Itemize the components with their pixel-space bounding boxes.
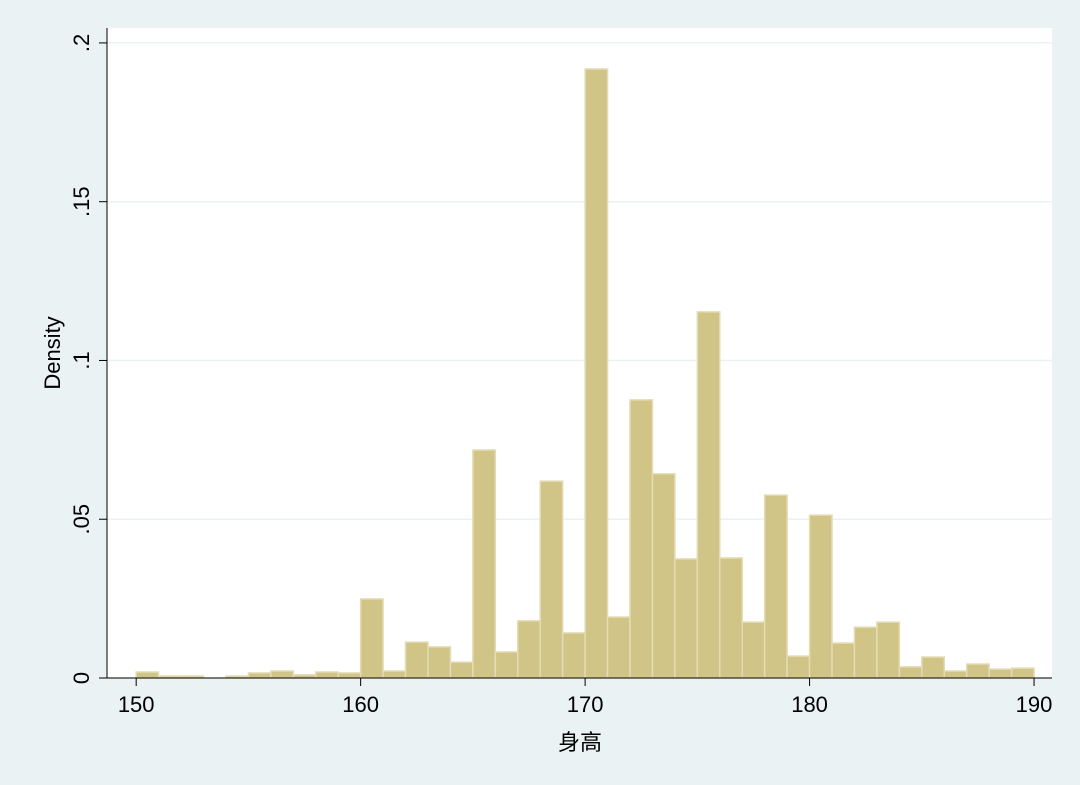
bar: [1010, 667, 1035, 679]
bar: [494, 651, 519, 679]
bar: [472, 449, 497, 679]
y-axis-title: Density: [40, 316, 65, 389]
bar: [965, 663, 990, 679]
bar: [517, 620, 541, 679]
bar: [135, 671, 160, 679]
bar: [337, 672, 362, 679]
y-tick-label: .05: [69, 504, 94, 535]
x-tick-label: 160: [342, 692, 379, 717]
x-tick-label: 150: [118, 692, 155, 717]
bar: [247, 672, 272, 679]
x-tick-label: 180: [791, 692, 828, 717]
bar: [831, 642, 856, 679]
bar: [763, 494, 788, 679]
y-tick-label: .1: [69, 351, 94, 369]
x-axis-title: 身高: [558, 730, 602, 755]
y-tick-label: 0: [69, 672, 94, 684]
bar: [786, 655, 811, 679]
bar: [539, 480, 564, 679]
bar: [315, 671, 339, 679]
bar: [988, 668, 1013, 679]
bar: [696, 311, 721, 679]
bar: [651, 473, 676, 679]
x-tick-label: 190: [1016, 692, 1053, 717]
bar: [741, 621, 766, 679]
bar: [808, 514, 833, 679]
bar: [382, 670, 407, 679]
bar: [629, 399, 654, 679]
y-tick-label: .2: [69, 34, 94, 52]
bar: [898, 666, 923, 679]
bar: [876, 621, 901, 679]
bar: [427, 646, 452, 679]
y-tick-label: .15: [69, 186, 94, 217]
bar: [584, 68, 609, 679]
x-tick-label: 170: [567, 692, 604, 717]
bar: [449, 661, 474, 679]
bar: [719, 557, 743, 679]
plot-area: [107, 28, 1052, 678]
bar: [359, 598, 384, 679]
bar: [943, 670, 968, 679]
bar: [606, 616, 631, 679]
bar: [404, 641, 429, 679]
bar: [674, 558, 699, 679]
bar: [853, 626, 878, 679]
bar: [561, 632, 586, 679]
bar: [921, 656, 946, 679]
bar: [270, 670, 295, 679]
